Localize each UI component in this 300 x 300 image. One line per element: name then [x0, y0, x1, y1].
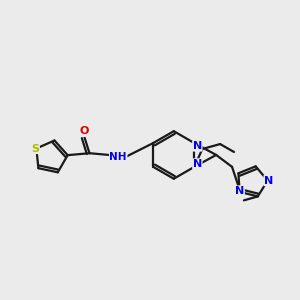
Text: N: N [193, 141, 202, 151]
Text: O: O [80, 126, 89, 136]
Text: S: S [31, 143, 39, 154]
Text: N: N [264, 176, 273, 186]
Text: N: N [235, 186, 244, 196]
Text: NH: NH [110, 152, 127, 162]
Text: N: N [193, 159, 202, 169]
